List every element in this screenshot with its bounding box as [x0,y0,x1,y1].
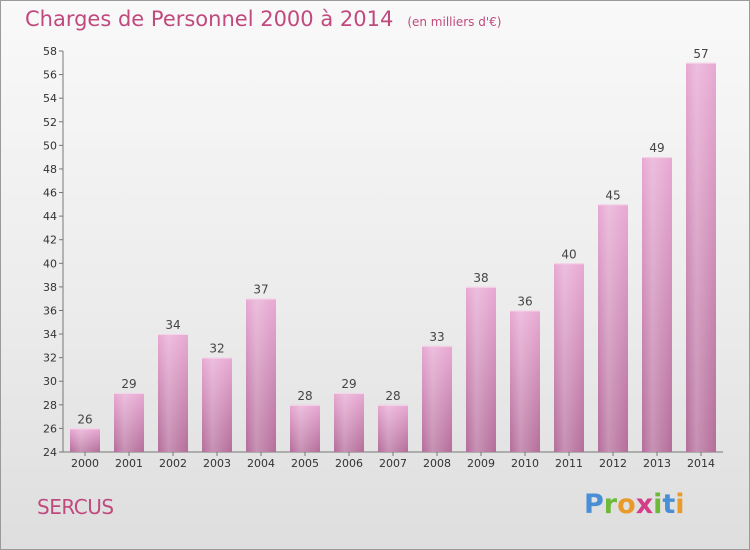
bar-shine [598,204,628,452]
bar-value-label: 28 [297,389,312,403]
x-tick-label: 2005 [291,457,319,470]
logo-letter: t [662,489,676,520]
logo-letter: i [653,489,663,520]
y-tick-label: 34 [43,328,57,341]
bar-shine [246,298,276,452]
bar-shine [686,62,716,452]
proxiti-logo: Proxiti [584,489,685,520]
bar-shine [290,404,320,452]
bar-shine [202,357,232,452]
y-tick-label: 28 [43,399,57,412]
x-tick-label: 2011 [555,457,583,470]
y-tick-label: 32 [43,352,57,365]
bar-value-label: 45 [605,188,620,202]
y-tick-label: 46 [43,187,57,200]
bar-shine [334,393,364,452]
y-tick-label: 52 [43,116,57,129]
bar-value-label: 36 [517,294,532,308]
x-tick-label: 2003 [203,457,231,470]
bar-shine [466,286,496,452]
logo-letter: r [603,489,618,520]
x-tick-label: 2007 [379,457,407,470]
bar-value-label: 38 [473,271,488,285]
x-tick-label: 2013 [643,457,671,470]
y-tick-label: 40 [43,257,57,270]
bar-value-label: 37 [253,283,268,297]
x-tick-label: 2000 [71,457,99,470]
chart-subtitle: (en milliers d'€) [407,15,502,29]
logo-letter: o [617,489,636,520]
bar-value-label: 33 [429,330,444,344]
y-tick-label: 30 [43,375,57,388]
bar-value-label: 29 [341,377,356,391]
bar-value-label: 28 [385,389,400,403]
town-name: SERCUS [37,495,114,519]
logo-letter: P [584,489,604,520]
x-tick-label: 2006 [335,457,363,470]
y-tick-label: 24 [43,446,57,459]
x-tick-label: 2010 [511,457,539,470]
y-tick-label: 56 [43,69,57,82]
y-tick-label: 26 [43,422,57,435]
bar-shine [378,404,408,452]
y-tick-label: 48 [43,163,57,176]
bar-shine [554,263,584,452]
bar-value-label: 34 [165,318,180,332]
x-tick-label: 2004 [247,457,275,470]
x-tick-label: 2001 [115,457,143,470]
bar-shine [642,157,672,452]
x-tick-label: 2012 [599,457,627,470]
bar-value-label: 26 [77,412,92,426]
bar-shine [70,428,100,452]
y-tick-label: 44 [43,210,57,223]
axes: 24 26 28 30 32 34 36 38 40 42 44 46 48 50 52 54 56 58 2000… [43,45,723,470]
x-tick-label: 2002 [159,457,187,470]
y-tick-label: 54 [43,92,57,105]
y-tick-label: 38 [43,281,57,294]
bar-shine [114,393,144,452]
bar-value-label: 49 [649,141,664,155]
x-tick-label: 2008 [423,457,451,470]
y-tick-label: 42 [43,234,57,247]
y-tick-label: 50 [43,139,57,152]
bar-shine [510,310,540,452]
bar-value-label: 32 [209,342,224,356]
bar-value-label: 57 [693,47,708,61]
chart-title: Charges de Personnel 2000 à 2014 (en mill… [25,7,502,31]
bar-value-label: 40 [561,247,576,261]
logo-letter: x [635,489,654,520]
logo-letter: i [675,489,685,520]
y-tick-label: 36 [43,304,57,317]
bars: 26 29 34 32 37 28 29 28 33 38 36 40 45 49 57 [70,47,716,452]
bar-shine [158,334,188,452]
y-tick-label: 58 [43,45,57,58]
bar-value-label: 29 [121,377,136,391]
x-tick-label: 2009 [467,457,495,470]
bar-shine [422,345,452,452]
x-tick-label: 2014 [687,457,715,470]
